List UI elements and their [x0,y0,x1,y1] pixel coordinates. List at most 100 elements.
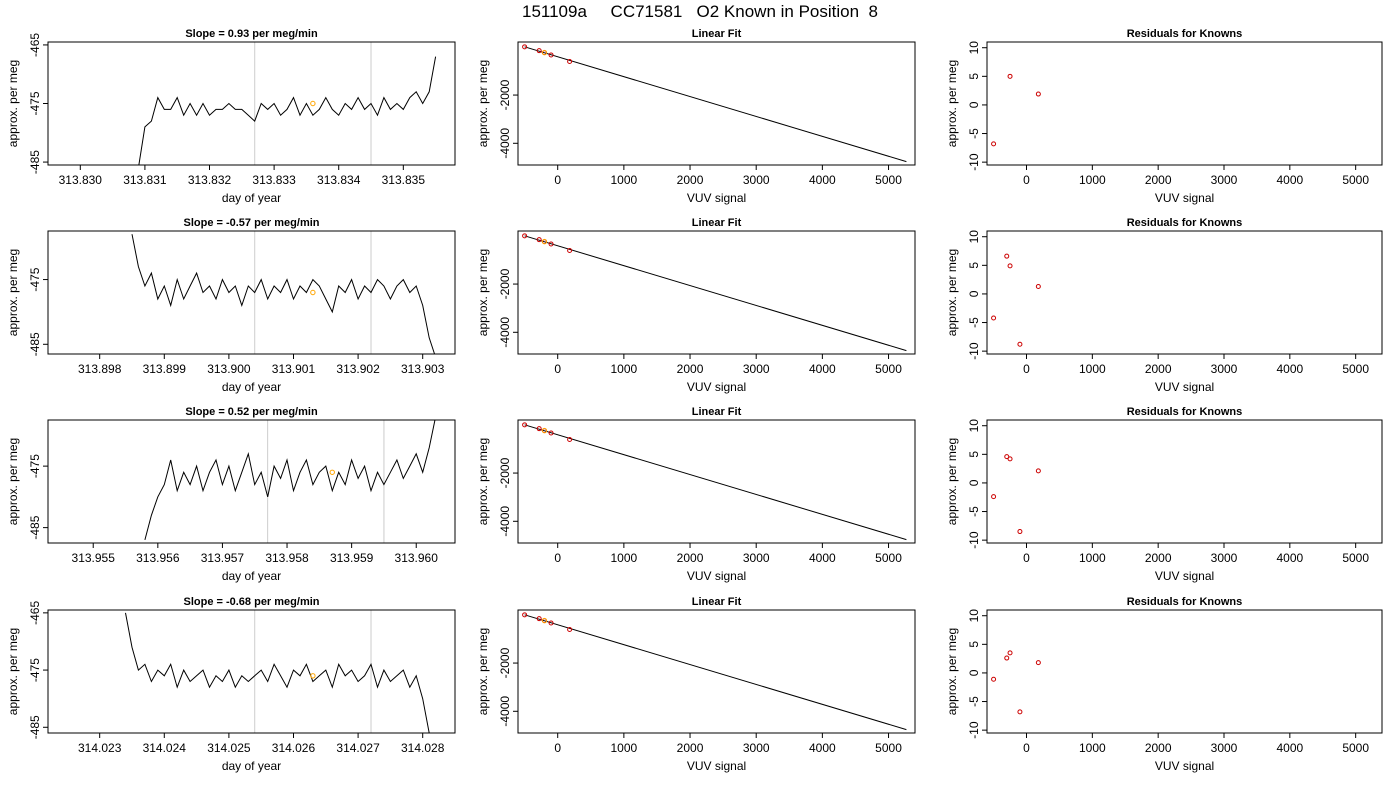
x-tick-label: 313.833 [252,173,296,187]
panel-title: Residuals for Knowns [1127,217,1243,229]
x-tick-label: 4000 [1276,551,1303,565]
y-tick-label: 0 [967,101,981,108]
plot-area [138,42,437,165]
x-tick-label: 314.028 [401,741,445,755]
plot-frame [47,419,456,544]
plot-area [522,612,907,731]
data-point [522,612,528,618]
data-point [1004,253,1010,259]
x-axis-label: VUV signal [1155,380,1214,394]
fit-line [524,235,907,352]
x-tick-label: 2000 [1145,741,1172,755]
plot-frame [47,230,456,355]
plot-area [522,44,907,163]
y-tick-label: -475 [28,454,42,478]
x-tick-label: 313.957 [201,551,245,565]
data-point [536,48,542,54]
data-point [1035,660,1041,666]
x-tick-label: 3000 [1211,551,1238,565]
x-tick-label: 0 [554,741,561,755]
y-axis-label: approx. per meg [476,628,490,715]
x-tick-label: 5000 [875,741,902,755]
x-tick-label: 3000 [1211,741,1238,755]
x-tick-label: 0 [1023,551,1030,565]
y-tick-label: 10 [967,609,981,623]
data-point [567,59,573,65]
x-tick-label: 3000 [743,741,770,755]
x-tick-label: 314.024 [143,741,187,755]
x-tick-label: 3000 [1211,362,1238,376]
y-tick-label: -2000 [498,457,512,488]
highlight-point [541,49,548,56]
x-tick-label: 0 [554,173,561,187]
panel-title: Slope = -0.57 per meg/min [183,217,319,229]
panel-title: Slope = -0.68 per meg/min [183,596,319,608]
y-tick-label: -2000 [498,79,512,110]
plot-area [131,231,436,354]
x-tick-label: 313.960 [395,551,439,565]
x-tick-label: 313.902 [336,362,380,376]
x-tick-label: 1000 [1079,173,1106,187]
panel-residuals: 0 1000 2000 3000 4000 5000 -10 -5 0 5 10 Residuals … [945,406,1383,583]
x-tick-label: 4000 [1276,362,1303,376]
panel-title: Slope = 0.52 per meg/min [185,406,318,418]
x-tick-label: 1000 [1079,551,1106,565]
x-axis-label: VUV signal [1155,569,1214,583]
data-point [1035,468,1041,474]
y-tick-label: -475 [28,91,42,115]
plot-frame [517,230,916,355]
y-tick-label: 10 [967,41,981,55]
x-axis-label: VUV signal [687,380,746,394]
data-point [522,233,528,239]
y-tick-label: -4000 [498,128,512,159]
y-tick-label: 10 [967,230,981,244]
x-tick-label: 314.026 [272,741,316,755]
x-tick-label: 4000 [1276,741,1303,755]
plot-frame [517,609,916,734]
data-point [1004,655,1010,661]
data-point [1007,73,1013,79]
plot-frame [47,609,456,734]
data-point [522,44,528,50]
data-point [548,241,554,247]
panel-linear-fit: 0 1000 2000 3000 4000 5000 -4000 -2000 Linear Fi… [476,217,916,394]
data-point [1035,283,1041,289]
y-tick-label: 0 [967,669,981,676]
y-tick-label: -4000 [498,317,512,348]
x-tick-label: 314.027 [336,741,380,755]
highlight-point [310,673,316,679]
y-tick-label: -10 [967,531,981,549]
highlight-point [541,617,548,624]
y-tick-label: -10 [967,721,981,739]
x-tick-label: 1000 [1079,362,1106,376]
x-tick-label: 2000 [1145,362,1172,376]
x-tick-label: 313.835 [382,173,426,187]
y-tick-label: -2000 [498,647,512,678]
panel-time-series: 314.023 314.024 314.025 314.026 314.027 314.0… [6,596,456,773]
x-tick-label: 0 [554,362,561,376]
fit-line [524,46,907,163]
y-tick-label: -10 [967,153,981,171]
y-tick-label: -4000 [498,506,512,537]
y-tick-label: -485 [28,715,42,739]
panel-residuals: 0 1000 2000 3000 4000 5000 -10 -5 0 5 10 Residuals … [945,28,1383,205]
highlight-point [541,427,548,434]
data-point [548,430,554,436]
series-line [131,234,436,354]
y-axis-label: approx. per meg [6,628,20,715]
x-axis-label: day of year [222,759,281,773]
data-point [548,52,554,58]
panel-residuals: 0 1000 2000 3000 4000 5000 -10 -5 0 5 10 Residuals … [945,596,1383,773]
panel-time-series: 313.898 313.899 313.900 313.901 313.902 313.9… [6,217,456,394]
x-tick-label: 4000 [809,362,836,376]
data-point [522,422,528,428]
x-tick-label: 1000 [611,173,638,187]
x-tick-label: 3000 [1211,173,1238,187]
plot-frame [47,41,456,166]
panel-title: Slope = 0.93 per meg/min [185,28,318,40]
x-tick-label: 313.958 [265,551,309,565]
x-tick-label: 2000 [677,173,704,187]
x-tick-label: 2000 [1145,551,1172,565]
y-tick-label: -5 [967,506,981,517]
